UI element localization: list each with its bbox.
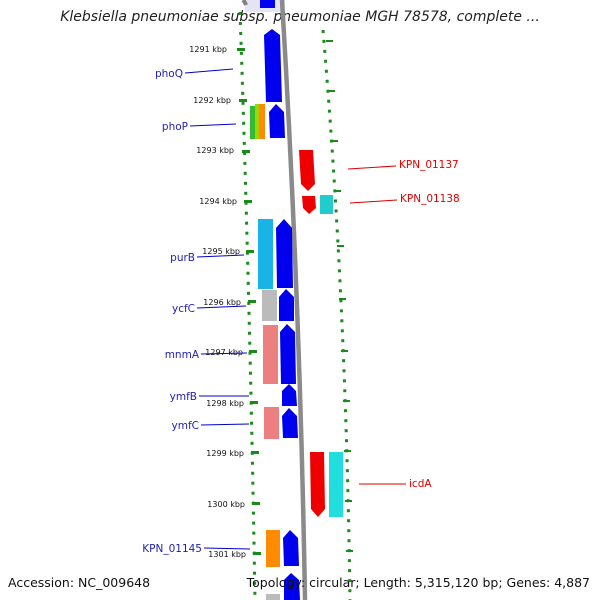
- kbp-tick-label: 1299 kbp: [206, 449, 244, 458]
- kbp-tick-label: 1298 kbp: [206, 399, 244, 408]
- annotation-block: [255, 104, 260, 139]
- kbp-tick-label: 1300 kbp: [207, 500, 245, 509]
- leader-line-phoP: [189, 123, 237, 127]
- backbone-end: [241, 0, 248, 6]
- annotation-block: [259, 104, 265, 139]
- annotation-block: [266, 594, 280, 600]
- leader-line-ymfC: [200, 423, 250, 426]
- gene-arrow-phoQ[interactable]: [264, 29, 282, 102]
- leader-line-ycfC: [196, 305, 247, 309]
- gene-arrow-KPN_01138[interactable]: [302, 196, 316, 214]
- gene-arrow-next[interactable]: [284, 573, 300, 600]
- accession-text: Accession: NC_009648: [8, 575, 151, 590]
- genome-backbone: [279, 0, 308, 600]
- kbp-tick-label: 1297 kbp: [205, 348, 243, 357]
- gene-label-mnmA[interactable]: mnmA: [165, 349, 200, 361]
- gene-label-ymfC[interactable]: ymfC: [172, 420, 199, 432]
- inner-ring-dotted: [238, 11, 257, 600]
- gene-arrow-ymfC[interactable]: [282, 408, 298, 438]
- annotation-block-mnmA: [263, 325, 278, 384]
- ring-tick-marks: [237, 40, 353, 555]
- gene-arrow-icdA[interactable]: [310, 452, 325, 517]
- leader-line-mnmA: [200, 352, 248, 355]
- gene-arrow-purB[interactable]: [276, 219, 293, 288]
- gene-label-phoQ[interactable]: phoQ: [155, 68, 183, 80]
- genome-summary-text: Topology: circular; Length: 5,315,120 bp…: [246, 575, 590, 590]
- gene-arrow-KPN_01145[interactable]: [283, 530, 299, 566]
- kbp-tick-label: 1291 kbp: [189, 45, 227, 54]
- annotation-block: [250, 106, 256, 139]
- gene-label-KPN_01138[interactable]: KPN_01138: [400, 193, 460, 205]
- leader-line-purB: [196, 254, 245, 258]
- leader-line-KPN_01138: [349, 199, 398, 204]
- leader-line-KPN_01137: [347, 165, 397, 170]
- gene-label-KPN_01137[interactable]: KPN_01137: [399, 159, 459, 171]
- annotation-block-KPN_01145: [266, 530, 280, 567]
- annotation-block-ycfC: [262, 290, 277, 321]
- gene-arrow-top[interactable]: [260, 0, 275, 8]
- kbp-tick-label: 1296 kbp: [203, 298, 241, 307]
- kbp-tick-label: 1295 kbp: [202, 247, 240, 256]
- gene-label-icdA[interactable]: icdA: [409, 478, 432, 490]
- gene-label-KPN_01145[interactable]: KPN_01145: [142, 543, 202, 555]
- gene-label-phoP[interactable]: phoP: [162, 121, 188, 133]
- kbp-tick-label: 1294 kbp: [199, 197, 237, 206]
- gene-arrow-mnmA[interactable]: [280, 324, 296, 384]
- kbp-tick-label: 1301 kbp: [208, 550, 246, 559]
- gene-arrow-ycfC[interactable]: [279, 289, 294, 321]
- gene-label-ymfB[interactable]: ymfB: [170, 391, 197, 403]
- gene-arrow-ymfB[interactable]: [282, 384, 297, 406]
- annotation-block-icdA: [329, 452, 343, 517]
- leader-line-phoQ: [184, 68, 234, 74]
- map-title: Klebsiella pneumoniae subsp. pneumoniae …: [60, 9, 540, 25]
- gene-label-purB[interactable]: purB: [170, 252, 195, 264]
- gene-arrow-KPN_01137[interactable]: [299, 150, 315, 191]
- gene-label-ycfC[interactable]: ycfC: [172, 303, 195, 315]
- annotation-block-KPN_01138: [320, 195, 333, 214]
- kbp-tick-label: 1293 kbp: [196, 146, 234, 155]
- kbp-tick-label: 1292 kbp: [193, 96, 231, 105]
- gene-arrow-phoP[interactable]: [269, 104, 285, 138]
- annotation-block-ymfC: [264, 407, 279, 439]
- leader-line-KPN_01145: [203, 547, 251, 550]
- annotation-block-purB: [258, 219, 273, 289]
